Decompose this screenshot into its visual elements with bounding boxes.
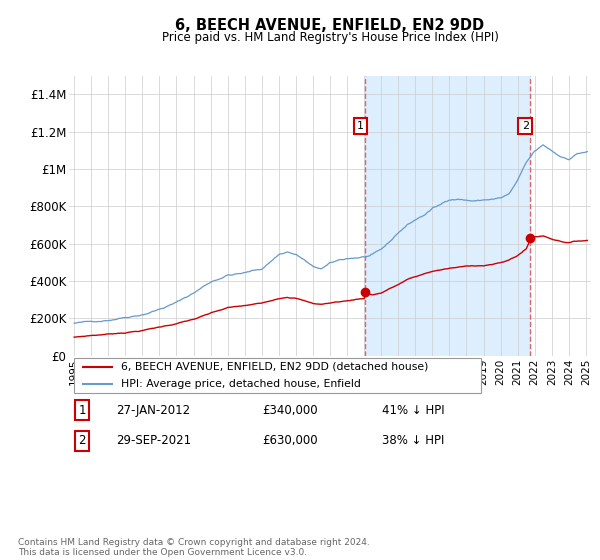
Text: HPI: Average price, detached house, Enfield: HPI: Average price, detached house, Enfi…: [121, 379, 361, 389]
Text: 6, BEECH AVENUE, ENFIELD, EN2 9DD (detached house): 6, BEECH AVENUE, ENFIELD, EN2 9DD (detac…: [121, 362, 428, 372]
Text: £630,000: £630,000: [262, 435, 318, 447]
FancyBboxPatch shape: [74, 358, 481, 393]
Text: 41% ↓ HPI: 41% ↓ HPI: [382, 404, 445, 417]
Text: 2: 2: [78, 435, 86, 447]
Text: 6, BEECH AVENUE, ENFIELD, EN2 9DD: 6, BEECH AVENUE, ENFIELD, EN2 9DD: [175, 18, 485, 33]
Text: Contains HM Land Registry data © Crown copyright and database right 2024.
This d: Contains HM Land Registry data © Crown c…: [18, 538, 370, 557]
Text: 29-SEP-2021: 29-SEP-2021: [116, 435, 191, 447]
Text: 2: 2: [522, 121, 529, 131]
Text: 1: 1: [357, 121, 364, 131]
Text: £340,000: £340,000: [262, 404, 318, 417]
Text: 1: 1: [78, 404, 86, 417]
Text: Price paid vs. HM Land Registry's House Price Index (HPI): Price paid vs. HM Land Registry's House …: [161, 31, 499, 44]
Text: 38% ↓ HPI: 38% ↓ HPI: [382, 435, 445, 447]
Text: 27-JAN-2012: 27-JAN-2012: [116, 404, 190, 417]
Bar: [365, 76, 530, 356]
